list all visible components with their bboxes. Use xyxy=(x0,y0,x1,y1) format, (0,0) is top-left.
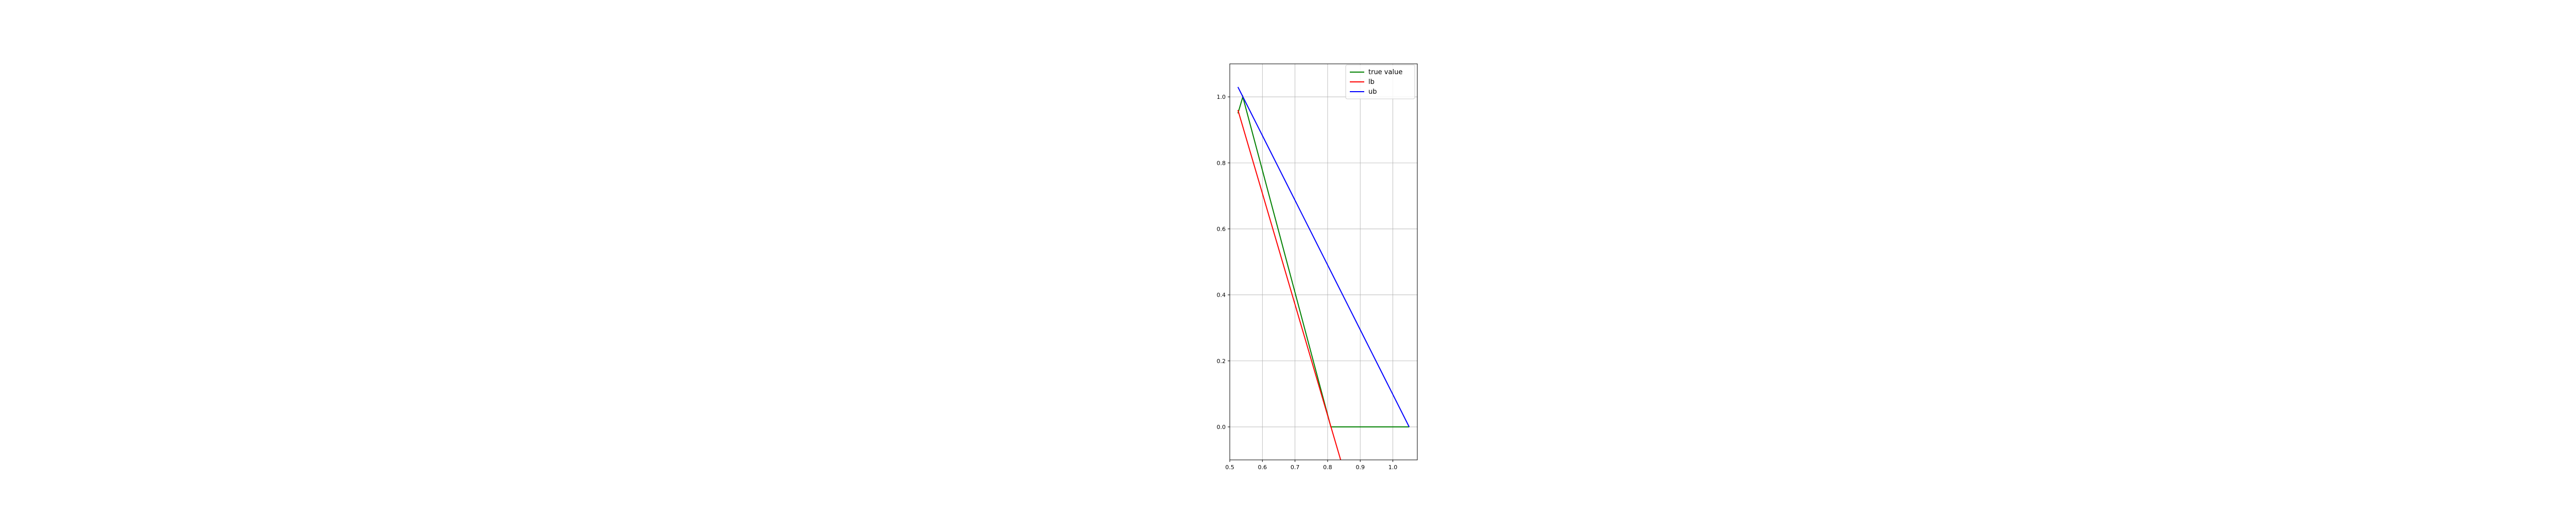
y-tick-label: 0.8 xyxy=(1217,160,1226,166)
legend-label: true value xyxy=(1368,68,1402,76)
x-tick-label: 1.0 xyxy=(1388,464,1398,471)
plot-frame xyxy=(1229,63,1418,460)
legend-box xyxy=(1345,64,1415,99)
series-line-1 xyxy=(1237,110,1342,460)
axis-ticks: 0.5 0.6 0.7 0.8 0.9 1.0 0.0 0.2 0.4 0.6 0.8 1.0 xyxy=(1217,94,1398,471)
series-lines xyxy=(1237,87,1410,460)
y-tick-label: 0.2 xyxy=(1217,358,1226,365)
grid xyxy=(1229,64,1417,460)
series-line-0 xyxy=(1237,95,1410,427)
y-tick-label: 0.4 xyxy=(1217,292,1226,299)
y-tick-label: 1.0 xyxy=(1217,94,1226,100)
y-tick-label: 0.0 xyxy=(1217,424,1226,431)
series-line-2 xyxy=(1237,87,1410,427)
legend-label: lb xyxy=(1368,78,1375,86)
x-tick-label: 0.8 xyxy=(1323,464,1332,471)
x-tick-label: 0.9 xyxy=(1355,464,1365,471)
legend-label: ub xyxy=(1368,88,1377,96)
x-tick-label: 0.5 xyxy=(1225,464,1234,471)
x-tick-label: 0.7 xyxy=(1291,464,1300,471)
legend: true value lb ub xyxy=(1345,64,1415,99)
y-tick-label: 0.6 xyxy=(1217,226,1226,232)
x-tick-label: 0.6 xyxy=(1258,464,1267,471)
